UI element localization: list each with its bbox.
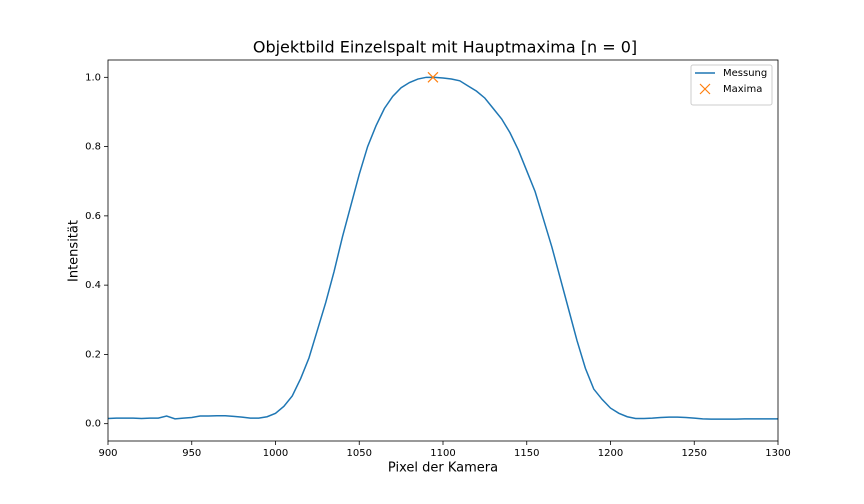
x-axis-label: Pixel der Kamera <box>388 461 498 476</box>
legend-box <box>690 64 773 106</box>
legend-label: Maxima <box>723 84 762 95</box>
x-tick-label: 1100 <box>430 448 455 459</box>
y-tick-label: 1.0 <box>85 72 101 83</box>
x-tick-label: 1250 <box>682 448 707 459</box>
x-tick-label: 1050 <box>347 448 372 459</box>
y-tick-label: 0.4 <box>85 280 101 291</box>
data-line <box>107 76 778 420</box>
y-tick-label: 0.6 <box>85 211 101 222</box>
y-axis-label: Intensität <box>67 220 82 282</box>
x-tick-label: 950 <box>182 448 201 459</box>
data-point <box>427 71 439 83</box>
chart-title: Objektbild Einzelspalt mit Hauptmaxima [… <box>253 38 637 57</box>
x-tick-label: 1000 <box>263 448 288 459</box>
x-tick-label: 1150 <box>514 448 539 459</box>
plot-frame <box>107 59 779 442</box>
legend-label: Messung <box>723 68 767 79</box>
x-tick-label: 1300 <box>765 448 790 459</box>
y-tick-label: 0.2 <box>85 349 101 360</box>
x-tick-label: 900 <box>98 448 117 459</box>
x-tick-label: 1200 <box>598 448 623 459</box>
y-tick-label: 0.0 <box>85 419 101 430</box>
legend-marker <box>699 83 711 95</box>
y-tick-label: 0.8 <box>85 142 101 153</box>
